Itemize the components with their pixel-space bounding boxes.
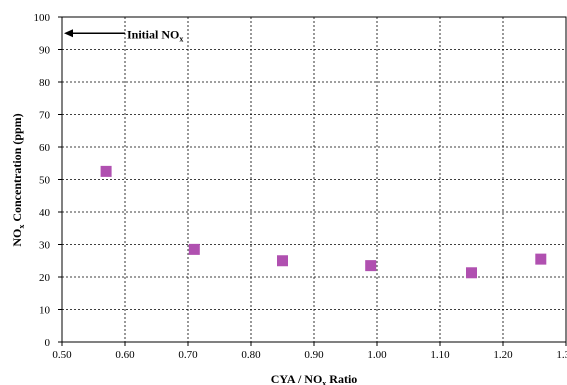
x-tick-label: 0.90 xyxy=(304,349,324,361)
annotation: Initial NOx xyxy=(64,27,183,43)
x-axis-title: CYA / NOx Ratio xyxy=(271,372,358,385)
y-tick-label: 80 xyxy=(39,77,51,89)
data-point xyxy=(277,255,288,267)
y-tick-label: 20 xyxy=(39,272,51,284)
arrowhead-icon xyxy=(64,29,73,38)
y-tick-label: 100 xyxy=(34,12,51,24)
y-tick-label: 10 xyxy=(39,305,51,317)
x-tick-label: 1.00 xyxy=(367,349,387,361)
x-tick-label: 0.50 xyxy=(52,349,72,361)
y-axis: 0 10 20 30 40 50 60 70 80 90 100 xyxy=(34,12,62,349)
x-tick-label: 1.10 xyxy=(430,349,450,361)
data-points xyxy=(100,165,547,279)
data-point xyxy=(466,267,477,279)
data-point xyxy=(365,260,377,272)
y-tick-label: 90 xyxy=(39,45,51,57)
x-tick-label: 0.60 xyxy=(115,349,135,361)
x-tick-label: 1.30 xyxy=(556,349,567,361)
y-tick-label: 40 xyxy=(39,207,51,219)
y-tick-label: 60 xyxy=(39,142,51,154)
x-tick-label: 0.70 xyxy=(178,349,198,361)
data-point xyxy=(535,253,547,265)
y-tick-label: 30 xyxy=(39,240,51,252)
y-tick-label: 70 xyxy=(39,110,51,122)
data-point xyxy=(100,165,112,177)
grid xyxy=(62,17,566,342)
y-tick-label: 50 xyxy=(39,175,51,187)
x-axis: 0.50 0.60 0.70 0.80 0.90 1.00 1.10 1.20 1.30 xyxy=(52,342,567,361)
y-axis-title: NOx Concentration (ppm) xyxy=(10,113,26,246)
x-tick-label: 0.80 xyxy=(241,349,261,361)
annotation-label: Initial NOx xyxy=(127,27,183,43)
data-point xyxy=(188,243,200,255)
x-tick-label: 1.20 xyxy=(493,349,513,361)
y-tick-label: 0 xyxy=(45,337,51,349)
